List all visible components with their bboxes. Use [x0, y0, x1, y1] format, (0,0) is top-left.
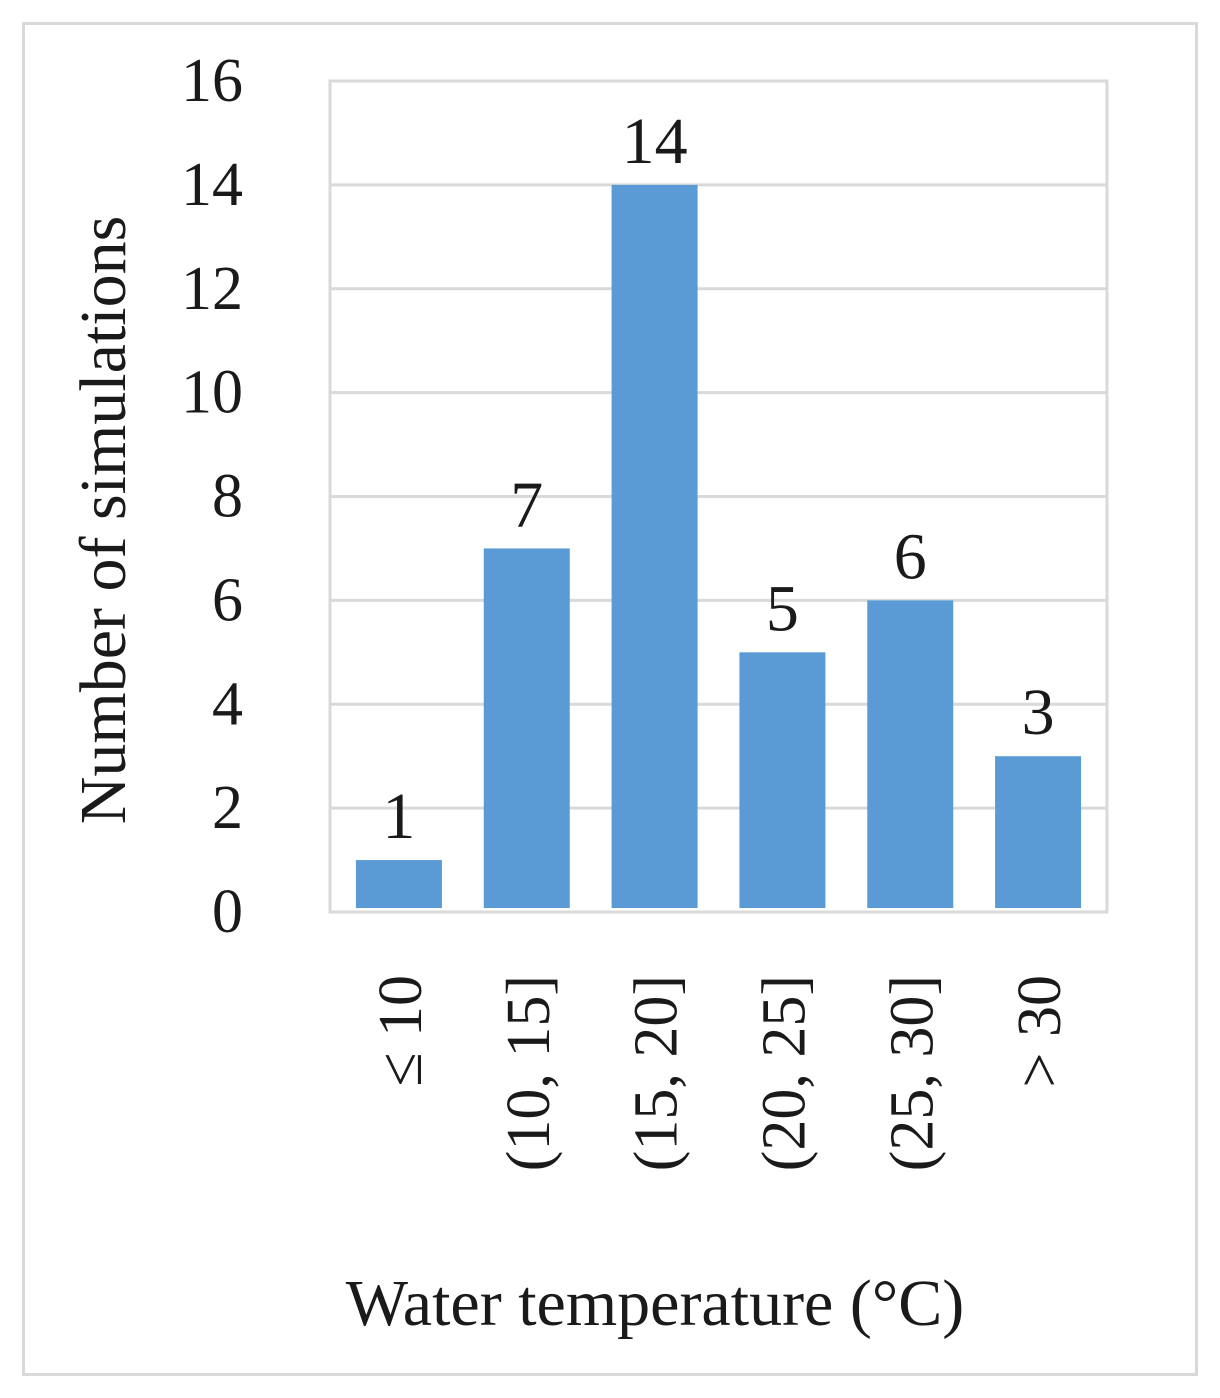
figure-frame	[22, 22, 1198, 1376]
y-tick-label: 14	[181, 151, 243, 219]
x-axis-ticks: ≤ 10 (10, 15] (15, 20] (20, 25] (25, 30] > 30	[367, 975, 1074, 1171]
data-label: 5	[766, 572, 799, 645]
y-tick-label: 12	[181, 255, 243, 323]
x-tick-label: ≤ 10	[367, 975, 435, 1087]
y-tick-label: 10	[181, 359, 243, 427]
bar	[611, 184, 698, 908]
bar	[483, 548, 570, 908]
x-tick-label: (20, 25]	[750, 975, 818, 1171]
y-tick-label: 4	[212, 670, 243, 738]
x-tick-label: (15, 20]	[623, 975, 691, 1171]
bar	[355, 860, 442, 908]
data-label: 6	[894, 520, 927, 593]
data-labels: 1 7 14 5 6 3	[382, 105, 1054, 853]
bars	[355, 184, 1082, 908]
x-tick-label: (25, 30]	[878, 975, 946, 1171]
y-axis-title: Number of simulations	[67, 216, 140, 825]
data-label: 1	[382, 780, 415, 853]
x-axis-title: Water temperature (°C)	[346, 1267, 964, 1340]
y-tick-label: 2	[212, 774, 243, 842]
bar	[867, 600, 954, 908]
y-axis-ticks: 0 2 4 6 8 10 12 14 16	[181, 47, 243, 946]
gridlines	[328, 79, 1109, 914]
data-label: 3	[1022, 676, 1055, 749]
bar	[739, 652, 826, 908]
y-tick-label: 16	[181, 47, 243, 115]
y-tick-label: 6	[212, 566, 243, 634]
data-label: 7	[510, 468, 543, 541]
x-tick-label: (10, 15]	[495, 975, 563, 1171]
y-tick-label: 8	[212, 463, 243, 531]
bar	[995, 756, 1082, 908]
data-label: 14	[622, 105, 688, 178]
y-tick-label: 0	[212, 878, 243, 946]
x-tick-label: > 30	[1006, 975, 1074, 1087]
